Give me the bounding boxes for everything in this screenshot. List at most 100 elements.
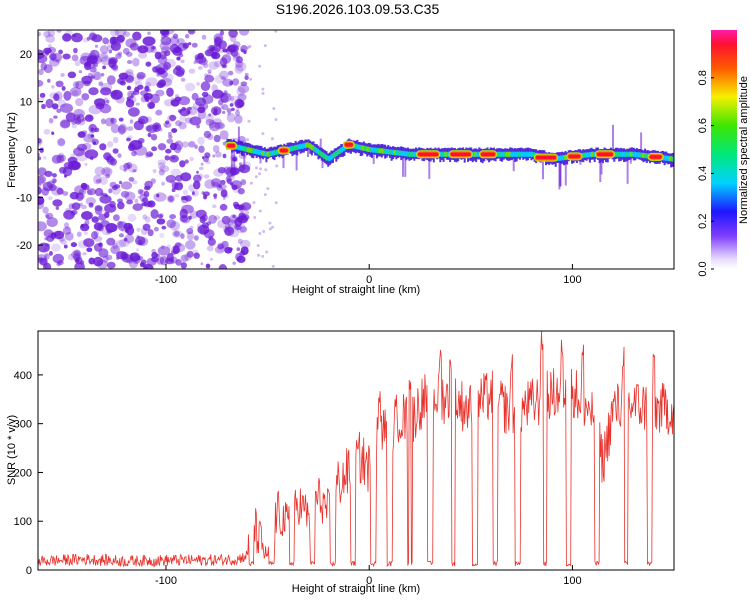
noise-blob bbox=[216, 185, 223, 191]
noise-blob bbox=[47, 30, 55, 37]
noise-blob bbox=[108, 188, 113, 194]
noise-blob bbox=[147, 101, 155, 110]
noise-blob bbox=[219, 105, 225, 110]
noise-blob bbox=[128, 177, 135, 182]
noise-blob bbox=[235, 56, 243, 64]
noise-blob bbox=[231, 184, 238, 191]
noise-blob bbox=[166, 219, 176, 229]
noise-blob bbox=[207, 69, 212, 74]
noise-blob bbox=[210, 178, 222, 187]
noise-blob bbox=[41, 103, 46, 110]
noise-blob bbox=[61, 86, 66, 91]
snr-x-tick-label: 100 bbox=[563, 575, 581, 587]
noise-blob bbox=[126, 126, 134, 131]
noise-blob bbox=[224, 226, 235, 236]
noise-blob bbox=[229, 103, 234, 107]
noise-blob bbox=[74, 116, 82, 125]
noise-blob bbox=[126, 51, 133, 57]
noise-blob bbox=[82, 252, 87, 256]
noise-blob bbox=[100, 192, 104, 196]
noise-blob bbox=[164, 50, 171, 57]
noise-blob bbox=[218, 264, 227, 269]
snr-x-tick-label: 0 bbox=[366, 575, 372, 587]
noise-blob bbox=[258, 209, 262, 213]
noise-blob bbox=[274, 118, 278, 121]
noise-blob bbox=[188, 215, 192, 220]
band-streak bbox=[599, 154, 602, 182]
noise-blob bbox=[81, 211, 93, 220]
noise-blob bbox=[151, 256, 159, 263]
band-streak bbox=[542, 156, 544, 180]
noise-blob bbox=[127, 107, 140, 117]
noise-blob bbox=[75, 98, 84, 107]
noise-blob bbox=[178, 121, 187, 130]
colorbar-gradient bbox=[711, 30, 737, 269]
noise-blob bbox=[176, 180, 183, 187]
noise-blob bbox=[38, 186, 42, 195]
noise-blob bbox=[72, 81, 80, 88]
noise-blob bbox=[117, 153, 122, 158]
noise-blob bbox=[204, 49, 214, 57]
noise-blob bbox=[88, 104, 102, 115]
noise-blob bbox=[40, 62, 48, 71]
noise-blob bbox=[116, 251, 128, 260]
noise-blob bbox=[205, 113, 215, 123]
noise-blob bbox=[105, 117, 114, 127]
noise-blob bbox=[228, 70, 234, 76]
band-streak bbox=[307, 145, 309, 157]
noise-blob bbox=[44, 252, 49, 257]
noise-blob bbox=[191, 42, 198, 48]
noise-blob bbox=[227, 93, 231, 97]
noise-blob bbox=[89, 49, 100, 60]
noise-blob bbox=[48, 184, 57, 192]
noise-blob bbox=[203, 130, 212, 139]
noise-blob bbox=[44, 253, 50, 260]
noise-blob bbox=[166, 87, 174, 97]
noise-blob bbox=[140, 95, 148, 103]
noise-blob bbox=[261, 254, 265, 258]
noise-blob bbox=[159, 213, 164, 218]
noise-blob bbox=[94, 187, 104, 197]
noise-blob bbox=[126, 60, 133, 64]
noise-blob bbox=[232, 78, 240, 86]
noise-blob bbox=[110, 123, 120, 134]
noise-blob bbox=[151, 146, 158, 152]
noise-blob bbox=[71, 54, 79, 62]
noise-blob bbox=[48, 196, 53, 201]
noise-blob bbox=[101, 227, 112, 236]
noise-blob bbox=[144, 152, 150, 159]
noise-blob bbox=[189, 116, 202, 126]
noise-blob bbox=[193, 180, 201, 190]
noise-blob bbox=[217, 219, 226, 229]
noise-blob bbox=[213, 134, 221, 143]
noise-blob bbox=[219, 30, 225, 36]
noise-blob bbox=[221, 215, 231, 225]
noise-blob bbox=[180, 59, 185, 64]
noise-blob bbox=[168, 135, 173, 139]
chart-title: S196.2026.103.09.53.C35 bbox=[275, 1, 440, 17]
noise-blob bbox=[126, 96, 131, 102]
noise-blob bbox=[158, 169, 165, 176]
noise-blob bbox=[38, 254, 47, 264]
noise-blob bbox=[172, 245, 180, 254]
noise-blob bbox=[59, 119, 71, 129]
noise-blob bbox=[100, 72, 105, 77]
noise-blob bbox=[169, 142, 177, 151]
noise-blob bbox=[119, 238, 130, 247]
noise-blob bbox=[117, 77, 125, 85]
noise-blob bbox=[51, 243, 61, 252]
noise-blob bbox=[80, 182, 88, 190]
noise-blob bbox=[95, 178, 102, 184]
noise-blob bbox=[252, 201, 256, 204]
noise-blob bbox=[208, 214, 218, 224]
band-streak bbox=[670, 158, 673, 168]
noise-blob bbox=[104, 194, 109, 198]
noise-blob bbox=[244, 75, 249, 81]
noise-blob bbox=[60, 103, 73, 113]
noise-blob bbox=[186, 228, 194, 235]
noise-blob bbox=[246, 138, 250, 142]
noise-blob bbox=[236, 87, 246, 96]
noise-blob bbox=[206, 160, 211, 165]
band-streak bbox=[319, 138, 322, 153]
noise-blob bbox=[172, 47, 183, 56]
